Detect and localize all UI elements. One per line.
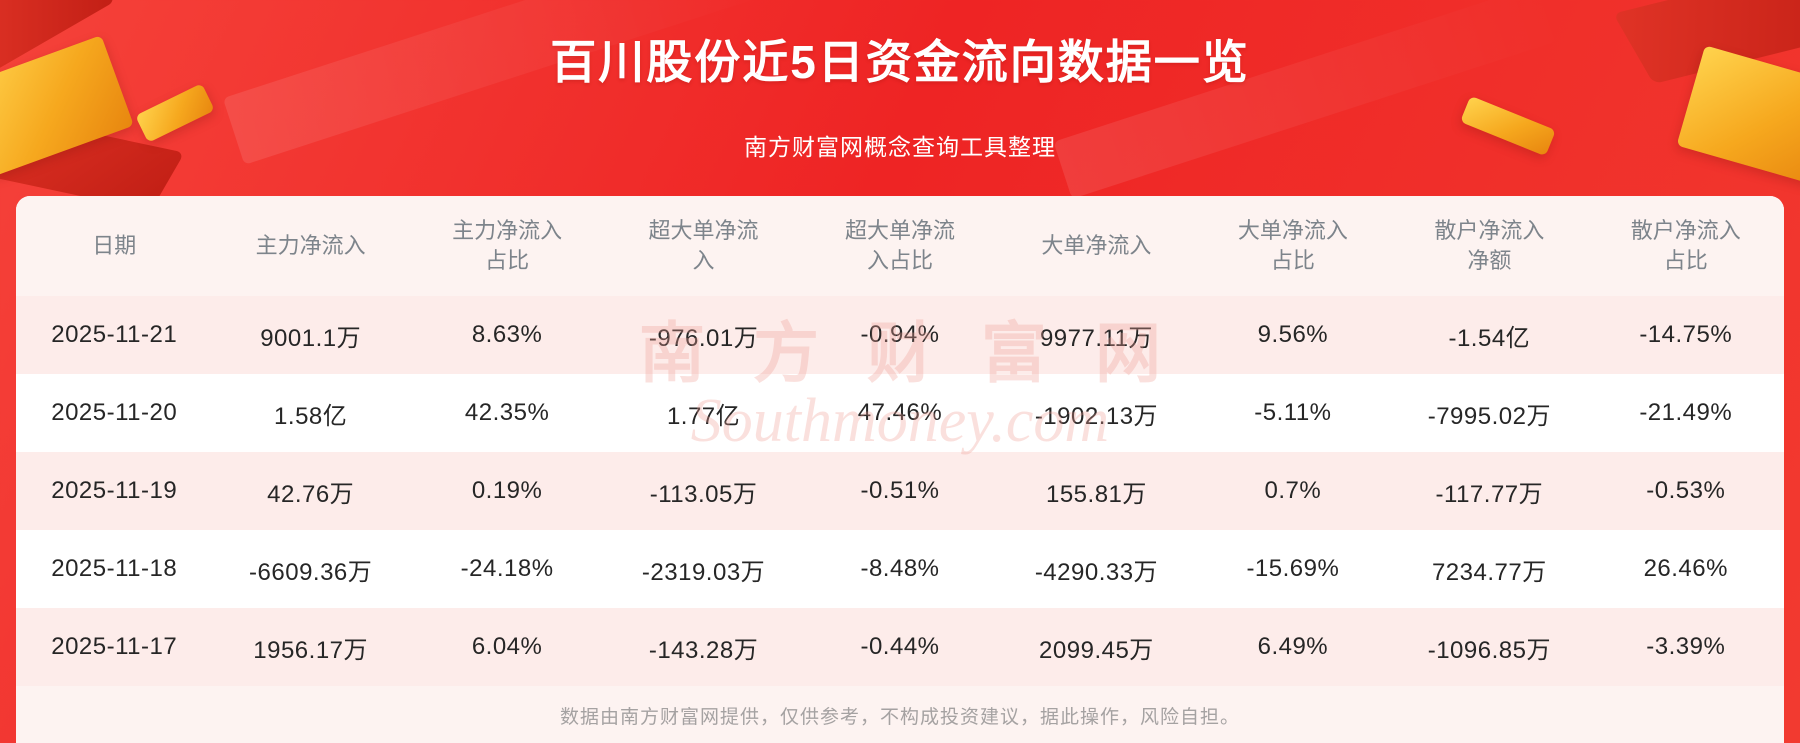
- column-header-date: 日期: [92, 233, 137, 259]
- cell-main-net-inflow-ratio: -24.18%: [460, 555, 554, 582]
- page-header: 百川股份近5日资金流向数据一览 南方财富网概念查询工具整理: [0, 0, 1800, 162]
- cell-date: 2025-11-21: [51, 321, 178, 348]
- column-header-main-net-inflow: 主力净流入: [255, 233, 366, 259]
- cell-date: 2025-11-20: [51, 399, 178, 426]
- cell-retail-net-inflow-ratio: -14.75%: [1639, 321, 1733, 348]
- cell-retail-net-inflow: -1.54亿: [1448, 324, 1531, 352]
- cell-retail-net-inflow: -117.77万: [1435, 480, 1544, 508]
- cell-retail-net-inflow: -1096.85万: [1427, 636, 1551, 664]
- table-header-row: 日期 主力净流入 主力净流入占比 超大单净流入 超大单净流入占比 大单净流入 大…: [16, 196, 1784, 296]
- cell-large-net-inflow-ratio: -15.69%: [1246, 555, 1340, 582]
- cell-super-large-net-inflow: -143.28万: [648, 636, 759, 664]
- cell-main-net-inflow: 1.58亿: [274, 402, 348, 430]
- cell-date: 2025-11-18: [51, 555, 178, 582]
- cell-super-large-net-inflow-ratio: -8.48%: [860, 555, 940, 582]
- cell-super-large-net-inflow-ratio: 47.46%: [857, 399, 943, 426]
- cell-main-net-inflow: -6609.36万: [249, 558, 373, 586]
- table-row: 2025-11-21 9001.1万 8.63% -976.01万 -0.94%…: [16, 296, 1784, 374]
- cell-large-net-inflow-ratio: -5.11%: [1254, 399, 1332, 426]
- cell-main-net-inflow-ratio: 0.19%: [471, 477, 543, 504]
- cell-large-net-inflow: -1902.13万: [1034, 402, 1159, 430]
- cell-super-large-net-inflow-ratio: -0.51%: [860, 477, 940, 504]
- cell-retail-net-inflow: -7995.02万: [1427, 402, 1551, 430]
- cell-super-large-net-inflow: -113.05万: [649, 480, 758, 508]
- cell-retail-net-inflow-ratio: -3.39%: [1646, 633, 1726, 660]
- cell-retail-net-inflow-ratio: -0.53%: [1646, 477, 1726, 504]
- cell-retail-net-inflow-ratio: -21.49%: [1639, 399, 1733, 426]
- cell-large-net-inflow: -4290.33万: [1034, 558, 1159, 586]
- cell-retail-net-inflow: 7234.77万: [1431, 558, 1547, 586]
- cell-main-net-inflow: 1956.17万: [253, 636, 369, 664]
- column-header-main-net-inflow-ratio: 主力净流入占比: [452, 218, 563, 273]
- footer-note: 数据由南方财富网提供，仅供参考，不构成投资建议，据此操作，风险自担。: [16, 686, 1784, 743]
- page-title: 百川股份近5日资金流向数据一览: [550, 36, 1250, 88]
- cell-large-net-inflow-ratio: 0.7%: [1264, 477, 1322, 504]
- cell-retail-net-inflow-ratio: 26.46%: [1643, 555, 1728, 582]
- data-table-card: 日期 主力净流入 主力净流入占比 超大单净流入 超大单净流入占比 大单净流入 大…: [16, 196, 1784, 743]
- cell-large-net-inflow: 155.81万: [1045, 480, 1147, 508]
- cell-date: 2025-11-19: [51, 477, 178, 504]
- cell-main-net-inflow: 42.76万: [267, 480, 355, 508]
- table-row: 2025-11-17 1956.17万 6.04% -143.28万 -0.44…: [16, 608, 1784, 686]
- footer-note-text: 数据由南方财富网提供，仅供参考，不构成投资建议，据此操作，风险自担。: [559, 706, 1240, 728]
- cell-main-net-inflow: 9001.1万: [260, 324, 362, 352]
- page-subtitle: 南方财富网概念查询工具整理: [744, 134, 1056, 160]
- cell-large-net-inflow-ratio: 6.49%: [1257, 633, 1329, 660]
- column-header-retail-net-inflow: 散户净流入净额: [1434, 218, 1545, 273]
- column-header-super-large-net-inflow: 超大单净流入: [648, 218, 759, 273]
- table-row: 2025-11-20 1.58亿 42.35% 1.77亿 47.46% -19…: [16, 374, 1784, 452]
- cell-large-net-inflow-ratio: 9.56%: [1257, 321, 1329, 348]
- cell-main-net-inflow-ratio: 42.35%: [464, 399, 550, 426]
- cell-main-net-inflow-ratio: 6.04%: [471, 633, 543, 660]
- table-row: 2025-11-19 42.76万 0.19% -113.05万 -0.51% …: [16, 452, 1784, 530]
- table-row: 2025-11-18 -6609.36万 -24.18% -2319.03万 -…: [16, 530, 1784, 608]
- cell-super-large-net-inflow: -976.01万: [648, 324, 759, 352]
- cell-super-large-net-inflow: -2319.03万: [641, 558, 766, 586]
- cell-super-large-net-inflow-ratio: -0.94%: [860, 321, 940, 348]
- column-header-large-net-inflow: 大单净流入: [1041, 233, 1152, 259]
- cell-super-large-net-inflow: 1.77亿: [666, 402, 741, 430]
- cell-main-net-inflow-ratio: 8.63%: [471, 321, 543, 348]
- column-header-retail-net-inflow-ratio: 散户净流入占比: [1630, 218, 1741, 273]
- cell-large-net-inflow: 2099.45万: [1039, 636, 1154, 664]
- cell-date: 2025-11-17: [51, 633, 178, 660]
- cell-super-large-net-inflow-ratio: -0.44%: [860, 633, 940, 660]
- column-header-large-net-inflow-ratio: 大单净流入占比: [1237, 218, 1348, 273]
- column-header-super-large-net-inflow-ratio: 超大单净流入占比: [844, 218, 955, 273]
- cell-large-net-inflow: 9977.11万: [1039, 324, 1153, 352]
